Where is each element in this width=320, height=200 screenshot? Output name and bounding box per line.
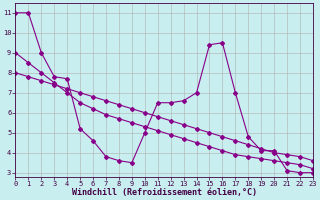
X-axis label: Windchill (Refroidissement éolien,°C): Windchill (Refroidissement éolien,°C)	[72, 188, 257, 197]
